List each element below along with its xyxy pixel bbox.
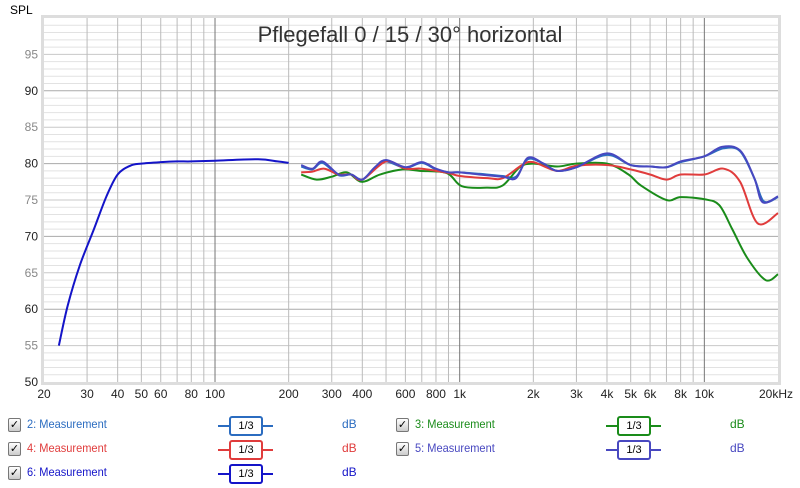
legend-item: ✓ 6: Measurement 1/3 dB <box>0 464 380 484</box>
legend-item: ✓ 4: Measurement 1/3 dB <box>0 440 380 460</box>
x-tick-label: 20kHz <box>759 387 793 400</box>
legend-label[interactable]: 4: Measurement <box>27 441 107 455</box>
x-tick-label: 6k <box>644 387 658 400</box>
y-tick-label: 50 <box>25 375 39 389</box>
x-tick-label: 800 <box>426 387 446 400</box>
y-tick-label: 55 <box>25 339 39 353</box>
y-tick-label: 85 <box>25 120 39 134</box>
smoothing-line: 1/3 <box>218 464 273 484</box>
smoothing-button[interactable]: 1/3 <box>229 416 263 436</box>
y-tick-label: 65 <box>25 266 39 280</box>
legend-label[interactable]: 5: Measurement <box>415 441 495 455</box>
x-tick-label: 600 <box>395 387 415 400</box>
y-tick-label: 80 <box>25 157 39 171</box>
x-tick-label: 2k <box>527 387 541 400</box>
chart-title: Pflegefall 0 / 15 / 30° horizontal <box>258 22 563 47</box>
visibility-checkbox[interactable]: ✓ <box>8 442 21 456</box>
smoothing-button[interactable]: 1/3 <box>617 416 651 436</box>
smoothing-line: 1/3 <box>218 440 273 460</box>
y-tick-label: 75 <box>25 193 39 207</box>
smoothing-button[interactable]: 1/3 <box>229 440 263 460</box>
x-tick-label: 400 <box>352 387 372 400</box>
y-tick-label: 60 <box>25 302 39 316</box>
x-tick-label: 40 <box>111 387 125 400</box>
smoothing-line: 1/3 <box>606 416 661 436</box>
x-tick-label: 200 <box>279 387 299 400</box>
x-tick-label: 100 <box>205 387 225 400</box>
visibility-checkbox[interactable]: ✓ <box>8 466 21 480</box>
legend-label[interactable]: 3: Measurement <box>415 417 495 431</box>
visibility-checkbox[interactable]: ✓ <box>396 418 409 432</box>
legend-item: ✓ 3: Measurement 1/3 dB <box>388 416 768 436</box>
smoothing-line: 1/3 <box>606 440 661 460</box>
unit-label: dB <box>342 441 357 455</box>
x-tick-label: 1k <box>453 387 467 400</box>
x-tick-label: 80 <box>185 387 199 400</box>
series-line-5 <box>300 145 779 204</box>
legend-label[interactable]: 2: Measurement <box>27 417 107 431</box>
x-tick-label: 60 <box>154 387 168 400</box>
smoothing-button[interactable]: 1/3 <box>617 440 651 460</box>
x-tick-label: 5k <box>624 387 638 400</box>
unit-label: dB <box>342 465 357 479</box>
y-tick-label: 90 <box>25 84 39 98</box>
unit-label: dB <box>342 417 357 431</box>
x-tick-label: 30 <box>80 387 94 400</box>
visibility-checkbox[interactable]: ✓ <box>8 418 21 432</box>
x-tick-label: 20 <box>37 387 51 400</box>
visibility-checkbox[interactable]: ✓ <box>396 442 409 456</box>
smoothing-button[interactable]: 1/3 <box>229 464 263 484</box>
x-tick-label: 8k <box>674 387 688 400</box>
legend-item: ✓ 5: Measurement 1/3 dB <box>388 440 768 460</box>
x-tick-label: 50 <box>135 387 149 400</box>
x-tick-label: 4k <box>601 387 615 400</box>
smoothing-line: 1/3 <box>218 416 273 436</box>
legend-label[interactable]: 6: Measurement <box>27 465 107 479</box>
y-tick-label: 95 <box>25 47 39 61</box>
y-axis-label: SPL <box>10 3 33 17</box>
series-line-3 <box>300 161 779 282</box>
series-line-6 <box>57 158 289 346</box>
x-tick-label: 3k <box>570 387 584 400</box>
legend-item: ✓ 2: Measurement 1/3 dB <box>0 416 380 436</box>
x-tick-label: 300 <box>322 387 342 400</box>
y-tick-label: 70 <box>25 229 39 243</box>
spl-chart: SPL Pflegefall 0 / 15 / 30° horizontal 2… <box>10 3 793 400</box>
unit-label: dB <box>730 441 745 455</box>
unit-label: dB <box>730 417 745 431</box>
x-tick-label: 10k <box>695 387 715 400</box>
